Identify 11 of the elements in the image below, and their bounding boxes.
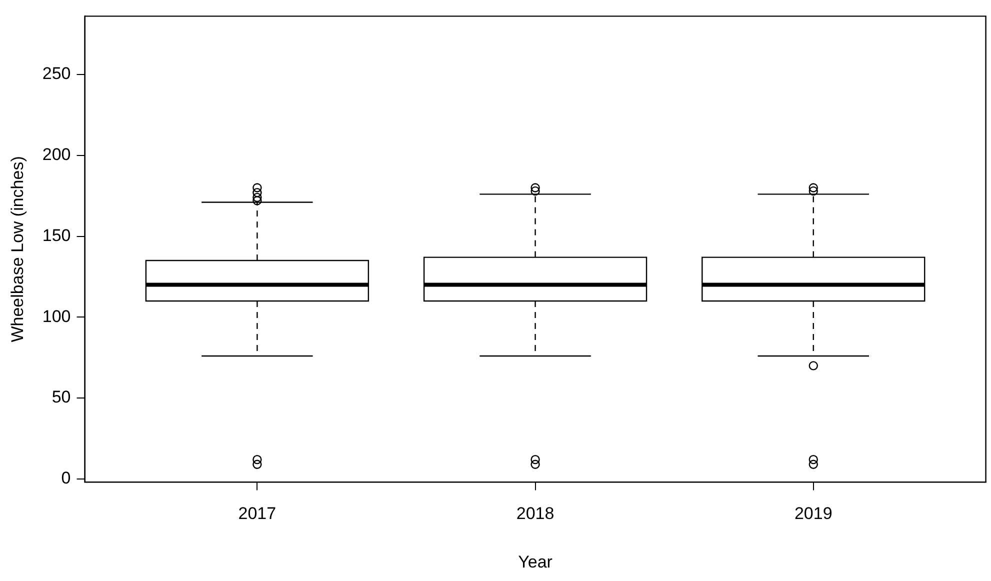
x-tick-label: 2019 xyxy=(794,504,832,524)
y-tick-label: 50 xyxy=(52,388,71,407)
y-axis-title: Wheelbase Low (inches) xyxy=(8,156,27,342)
x-tick-label: 2017 xyxy=(238,504,276,524)
x-axis-title: Year xyxy=(518,552,553,572)
y-tick-label: 200 xyxy=(42,145,71,164)
y-tick-label: 100 xyxy=(42,306,71,326)
y-tick-label: 0 xyxy=(61,468,71,488)
y-tick-label: 150 xyxy=(42,226,71,245)
x-tick-label: 2018 xyxy=(516,504,554,524)
y-tick-label: 250 xyxy=(42,64,71,84)
